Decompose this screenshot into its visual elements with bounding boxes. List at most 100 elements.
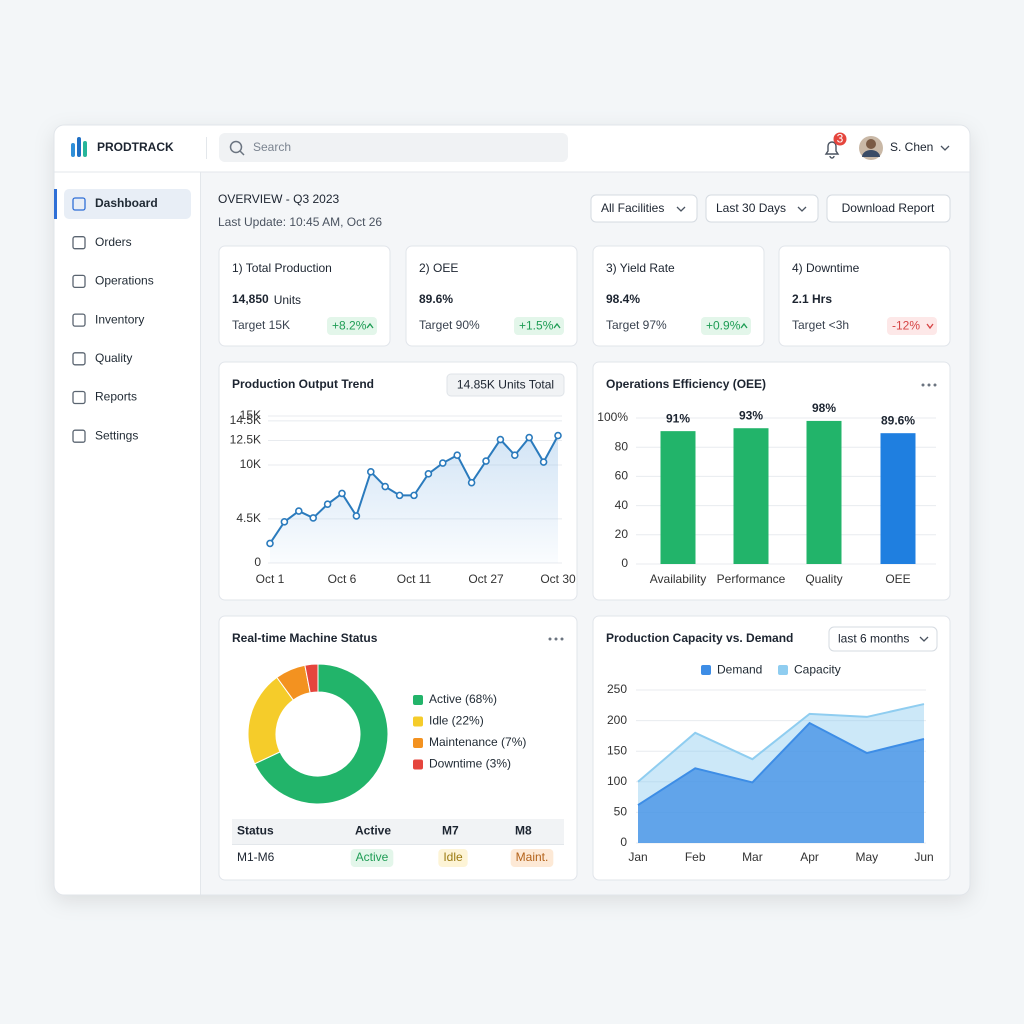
menu-dots[interactable] <box>554 637 558 641</box>
y-tick-label: 0 <box>620 835 627 849</box>
nav-icon <box>72 429 86 443</box>
line-point <box>352 512 361 520</box>
table-status-pill: Idle <box>443 850 463 864</box>
chevron <box>919 636 929 642</box>
legend-swatch <box>413 759 423 770</box>
x-tick-label: Oct 1 <box>256 572 285 586</box>
range-dropdown[interactable] <box>828 626 938 652</box>
nav-item[interactable]: Quality <box>95 351 132 365</box>
window-border <box>53 124 971 896</box>
kpi-change: -12% <box>892 319 920 333</box>
line-area <box>270 435 558 563</box>
notification-count: 3 <box>837 132 844 146</box>
line-point <box>467 478 476 487</box>
menu-dots[interactable] <box>927 383 931 387</box>
x-tick-label: Oct 11 <box>397 572 432 586</box>
status-pill-bg <box>438 849 468 867</box>
nav-item[interactable]: Orders <box>95 235 132 249</box>
overview-title: OVERVIEW - Q3 2023 <box>218 192 339 206</box>
logo-bar <box>77 137 81 157</box>
kpi-value: 98.4% <box>606 292 640 306</box>
kpi-target: Target 97% <box>606 318 667 332</box>
download-button[interactable] <box>826 194 951 223</box>
kpi-value: 89.6% <box>419 292 453 306</box>
search-placeholder: Search <box>253 140 291 154</box>
kpi-trend-arrow <box>740 322 748 329</box>
y-tick-label: 10K <box>240 457 261 471</box>
kpi-title: 2) OEE <box>419 261 458 275</box>
y-tick-label: 20 <box>615 527 629 541</box>
legend-swatch <box>701 665 711 675</box>
filter-label: Last 30 Days <box>716 201 786 215</box>
x-tick-label: Jun <box>914 850 933 864</box>
y-tick-label: 14.5K <box>230 413 261 427</box>
avatar-head <box>866 139 876 149</box>
kpi-title: 3) Yield Rate <box>606 261 675 275</box>
notification-bell[interactable] <box>824 141 840 159</box>
filter-dropdown[interactable] <box>705 194 819 223</box>
line-point <box>525 433 534 442</box>
kpi-change: +1.5% <box>519 319 554 333</box>
kpi-target: Target 90% <box>419 318 480 332</box>
line-point <box>323 500 332 509</box>
bar <box>880 433 916 564</box>
line-point <box>280 518 289 526</box>
table-header: Active <box>355 824 391 838</box>
y-tick-label: 4.5K <box>236 511 261 525</box>
avatar-body <box>862 150 880 157</box>
filter-dropdown[interactable] <box>590 194 698 223</box>
line-point <box>266 539 274 548</box>
nav-item[interactable]: Reports <box>95 390 137 404</box>
y-tick-label: 60 <box>615 469 629 483</box>
chevron <box>676 206 686 212</box>
x-tick-label: Apr <box>800 850 819 864</box>
x-tick-label: OEE <box>885 572 910 586</box>
download-label: Download Report <box>842 201 935 215</box>
menu-dots[interactable] <box>921 383 925 387</box>
legend-label: Downtime (3%) <box>429 757 511 771</box>
menu-dots[interactable] <box>548 637 552 641</box>
line-point <box>395 491 404 500</box>
kpi-change-pill <box>887 317 937 335</box>
line-point <box>510 451 519 460</box>
nav-item[interactable]: Inventory <box>95 312 144 326</box>
range-label: last 6 months <box>838 632 909 646</box>
nav-item[interactable]: Settings <box>95 428 138 442</box>
x-tick-label: Feb <box>685 850 706 864</box>
bar-value-label: 93% <box>739 408 763 422</box>
x-tick-label: Jan <box>628 850 647 864</box>
search-box[interactable] <box>219 133 568 162</box>
x-tick-label: Oct 6 <box>328 572 357 586</box>
status-pill-bg <box>350 849 394 867</box>
menu-dots[interactable] <box>560 637 564 641</box>
logo-bar <box>71 143 75 157</box>
table-status-pill: Maint. <box>516 850 549 864</box>
nav-icon <box>72 236 86 250</box>
line-point <box>338 489 346 498</box>
filter-label: All Facilities <box>601 201 664 215</box>
area-line <box>637 721 925 806</box>
kpi-change-pill <box>701 317 751 335</box>
menu-dots[interactable] <box>933 383 937 387</box>
notification-badge <box>833 132 847 146</box>
user-chevron <box>940 145 950 151</box>
chart-title: Production Output Trend <box>232 377 374 391</box>
nav-item[interactable]: Operations <box>95 274 154 288</box>
line-point <box>453 451 462 460</box>
kpi-unit: Units <box>274 293 301 307</box>
bar-value-label: 98% <box>812 401 836 415</box>
line-point <box>366 468 375 476</box>
line-point <box>381 482 390 491</box>
y-tick-label: 12.5K <box>230 433 261 447</box>
y-tick-label: 15K <box>240 408 261 422</box>
nav-item[interactable]: Dashboard <box>95 196 158 210</box>
nav-icon <box>72 274 86 289</box>
user-name[interactable]: S. Chen <box>890 140 933 154</box>
legend-swatch <box>413 695 423 705</box>
search-icon <box>229 140 243 154</box>
kpi-value: 14,850 <box>232 292 269 306</box>
pie-slice <box>253 663 389 805</box>
x-tick-label: Mar <box>742 850 763 864</box>
